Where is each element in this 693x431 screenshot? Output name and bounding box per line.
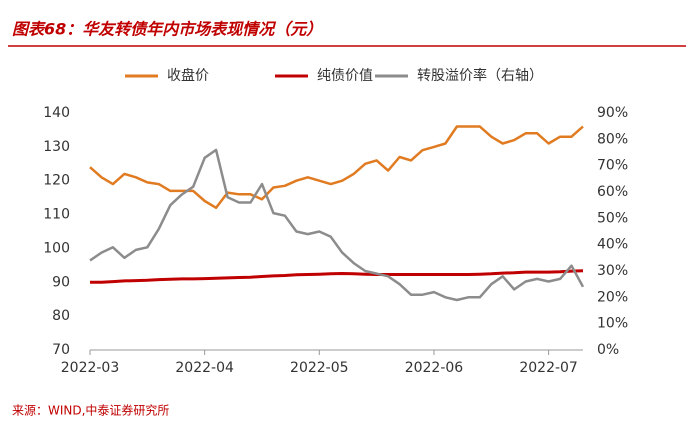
y2-tick-label: 20%: [597, 289, 628, 305]
y-tick-label: 120: [43, 173, 70, 189]
x-tick-label: 2022-03: [61, 360, 120, 376]
legend-label: 纯债价值: [317, 68, 373, 84]
series-line: [89, 125, 584, 210]
y2-tick-label: 60%: [597, 184, 628, 200]
y-tick-label: 110: [43, 207, 70, 223]
y2-tick-label: 50%: [597, 210, 628, 226]
legend-label: 转股溢价率（右轴）: [417, 67, 543, 84]
y-tick-label: 90: [52, 274, 70, 290]
y-tick-label: 140: [43, 105, 70, 121]
series-line: [90, 269, 584, 284]
y-tick-label: 130: [43, 139, 70, 155]
x-tick-label: 2022-07: [519, 360, 578, 376]
y2-tick-label: 40%: [597, 237, 628, 253]
x-tick-label: 2022-05: [290, 360, 349, 376]
y2-tick-label: 80%: [597, 131, 628, 147]
y2-tick-label: 90%: [597, 105, 628, 121]
chart-title: 图表68：华友转债年内市场表现情况（元）: [12, 20, 322, 39]
y2-tick-label: 30%: [597, 263, 628, 279]
series-line: [89, 148, 585, 302]
legend-label: 收盘价: [167, 67, 209, 84]
x-tick-label: 2022-06: [405, 360, 464, 376]
y-tick-label: 80: [52, 308, 70, 324]
y-tick-label: 100: [43, 240, 70, 256]
y2-tick-label: 10%: [597, 316, 628, 332]
source: 来源：WIND,中泰证券研究所: [12, 403, 169, 418]
y-tick-label: 70: [52, 342, 70, 358]
x-tick-label: 2022-04: [175, 360, 234, 376]
y2-tick-label: 0%: [597, 342, 619, 358]
y2-tick-label: 70%: [597, 158, 628, 174]
